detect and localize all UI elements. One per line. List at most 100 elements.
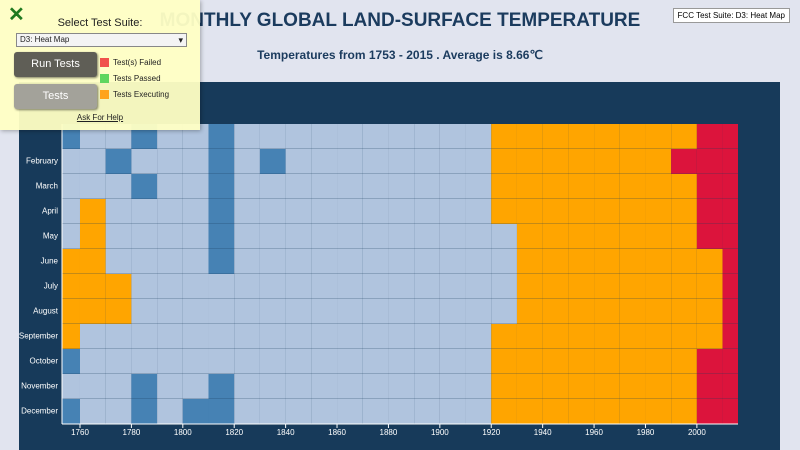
suite-badge: FCC Test Suite: D3: Heat Map <box>672 8 790 23</box>
heat-cell <box>542 274 569 299</box>
heat-cell <box>388 399 415 424</box>
heat-cell <box>414 349 440 374</box>
heat-cell <box>208 374 235 399</box>
heat-cell <box>414 299 440 324</box>
heat-cell <box>388 224 415 249</box>
heat-cell <box>79 149 106 174</box>
heat-cell <box>568 399 595 424</box>
heat-cell <box>362 324 389 349</box>
heat-cell <box>696 399 723 424</box>
heat-cell <box>465 349 492 374</box>
heat-cell <box>311 224 338 249</box>
heat-cell <box>388 249 415 274</box>
heat-cell <box>594 174 620 199</box>
heat-cell <box>414 149 440 174</box>
heat-cell <box>62 224 80 249</box>
heat-cell <box>62 349 80 374</box>
heat-cell <box>722 249 738 274</box>
heat-cell <box>285 399 312 424</box>
heat-cell <box>234 324 260 349</box>
heat-cell <box>157 199 183 224</box>
close-button[interactable]: ✕ <box>8 4 25 26</box>
heat-cell <box>696 374 723 399</box>
heat-cell <box>79 374 106 399</box>
heat-cell <box>516 149 543 174</box>
heat-cell <box>362 149 389 174</box>
heat-cell <box>722 374 738 399</box>
heat-cell <box>619 224 646 249</box>
heat-cell <box>208 224 235 249</box>
help-link[interactable]: Ask For Help <box>76 113 124 122</box>
heat-cell <box>722 224 738 249</box>
y-tick-label: April <box>42 207 58 216</box>
heat-cell <box>259 299 286 324</box>
heat-cell <box>619 124 646 149</box>
heat-cell <box>259 249 286 274</box>
heat-cell <box>311 274 338 299</box>
heat-cell <box>594 274 620 299</box>
heat-cell <box>79 249 106 274</box>
test-panel: ✕ Select Test Suite: D3: Heat Map Run Te… <box>0 0 200 130</box>
x-tick-label: 2000 <box>688 428 706 437</box>
heat-cell <box>619 399 646 424</box>
heat-cell <box>645 124 672 149</box>
heat-cell <box>465 224 492 249</box>
heat-cell <box>671 299 697 324</box>
heat-cell <box>645 324 672 349</box>
heat-cell <box>337 349 363 374</box>
heat-cell <box>619 274 646 299</box>
heat-cell <box>337 199 363 224</box>
heat-cell <box>491 374 517 399</box>
heat-cell <box>131 299 158 324</box>
heat-cell <box>594 149 620 174</box>
heat-cell <box>157 324 183 349</box>
heat-cell <box>568 249 595 274</box>
heat-cell <box>182 349 209 374</box>
heat-cell <box>722 124 738 149</box>
suite-select[interactable]: D3: Heat Map <box>16 33 187 47</box>
heat-cell <box>208 124 235 149</box>
heat-cell <box>157 224 183 249</box>
heat-cell <box>157 299 183 324</box>
heat-cell <box>337 399 363 424</box>
x-tick-label: 1920 <box>482 428 500 437</box>
heat-cell <box>568 274 595 299</box>
heat-cell <box>491 124 517 149</box>
heat-cell <box>722 299 738 324</box>
heat-cell <box>491 149 517 174</box>
heat-cell <box>388 374 415 399</box>
heat-cell <box>465 324 492 349</box>
heat-cell <box>491 249 517 274</box>
heat-cell <box>619 149 646 174</box>
heat-cell <box>594 374 620 399</box>
heat-cell <box>285 174 312 199</box>
heat-cell <box>79 224 106 249</box>
heat-cell <box>182 274 209 299</box>
heat-cell <box>594 224 620 249</box>
heat-cell <box>362 224 389 249</box>
heat-cell <box>311 199 338 224</box>
heat-cell <box>388 199 415 224</box>
heat-cell <box>516 399 543 424</box>
x-tick-label: 1980 <box>637 428 655 437</box>
heat-cell <box>234 399 260 424</box>
heat-cell <box>696 174 723 199</box>
heat-cell <box>465 249 492 274</box>
heat-cell <box>208 199 235 224</box>
heat-cell <box>465 374 492 399</box>
heat-cell <box>619 299 646 324</box>
run-tests-button[interactable]: Run Tests <box>14 52 97 77</box>
heat-cell <box>62 199 80 224</box>
heat-cell <box>208 149 235 174</box>
heat-cell <box>671 174 697 199</box>
y-tick-label: November <box>21 382 58 391</box>
heat-cell <box>439 199 466 224</box>
heat-cell <box>542 374 569 399</box>
heat-cell <box>568 124 595 149</box>
tests-button[interactable]: Tests <box>14 84 97 109</box>
heat-cell <box>516 224 543 249</box>
heat-cell <box>208 249 235 274</box>
heat-cell <box>337 224 363 249</box>
